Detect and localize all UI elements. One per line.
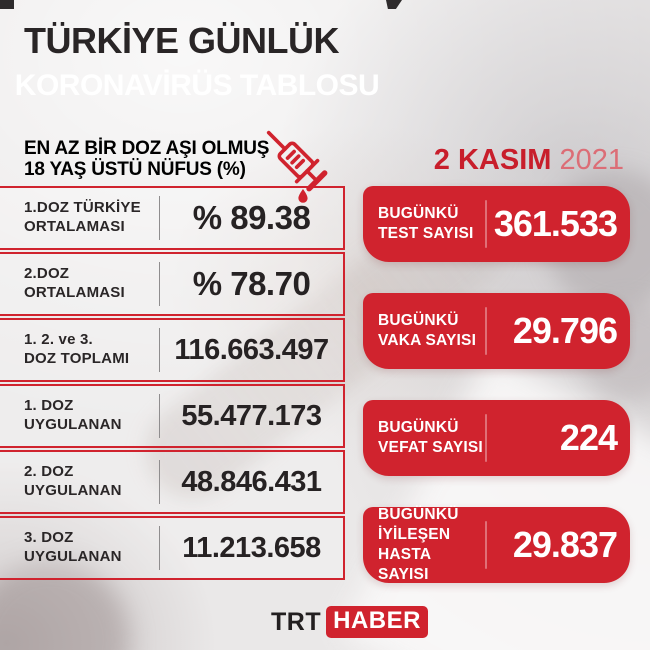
row-value: % 89.38 — [192, 199, 311, 236]
background-vial-mark-mid — [386, 0, 402, 9]
row-value: 48.846.431 — [181, 465, 322, 498]
page-title-line1: TÜRKİYE GÜNLÜK — [24, 20, 340, 61]
date-year: 2021 — [559, 144, 624, 176]
column-divider — [159, 525, 160, 571]
badge-divider — [485, 200, 487, 248]
column-divider — [159, 195, 160, 241]
column-divider — [159, 459, 160, 505]
row-label: 1. 2. ve 3. DOZ TOPLAMI — [24, 331, 130, 367]
table-row: 1. DOZ UYGULANAN 55.477.173 — [0, 384, 345, 448]
syringe-icon — [252, 116, 344, 213]
logo-haber-badge: HABER — [326, 606, 428, 638]
stat-value: 361.533 — [493, 203, 618, 244]
row-label: 3. DOZ UYGULANAN — [24, 529, 122, 565]
table-row: 2.DOZ ORTALAMASI % 78.70 — [0, 252, 345, 316]
stat-value: 224 — [559, 417, 618, 458]
row-label: 1.DOZ TÜRKİYE ORTALAMASI — [24, 199, 141, 235]
vaccination-table: 1.DOZ TÜRKİYE ORTALAMASI % 89.38 2.DOZ O… — [0, 186, 345, 582]
stat-label: BUGÜNKÜ VEFAT SAYISI — [378, 419, 483, 456]
column-divider — [159, 327, 160, 373]
stat-badge-vefat: BUGÜNKÜ VEFAT SAYISI 224 — [363, 400, 630, 476]
daily-stats-list: BUGÜNKÜ TEST SAYISI 361.533 BUGÜNKÜ VAKA… — [363, 186, 630, 583]
row-label: 2.DOZ ORTALAMASI — [24, 265, 125, 301]
stat-value: 29.796 — [512, 310, 618, 351]
table-row: 1. 2. ve 3. DOZ TOPLAMI 116.663.497 — [0, 318, 345, 382]
trt-haber-logo: TRT HABER — [271, 606, 428, 638]
vaccination-heading: EN AZ BİR DOZ AŞI OLMUŞ 18 YAŞ ÜSTÜ NÜFU… — [24, 138, 270, 180]
row-value: 55.477.173 — [181, 399, 322, 432]
stat-value: 29.837 — [512, 524, 618, 565]
row-label: 1. DOZ UYGULANAN — [24, 397, 122, 433]
table-row: 2. DOZ UYGULANAN 48.846.431 — [0, 450, 345, 514]
stat-label: BUGÜNKÜ TEST SAYISI — [378, 205, 474, 242]
table-row: 1.DOZ TÜRKİYE ORTALAMASI % 89.38 — [0, 186, 345, 250]
blood-drop-icon — [298, 189, 308, 208]
row-value: % 78.70 — [192, 265, 311, 302]
report-date: 2 KASIM 2021 — [434, 144, 624, 177]
badge-divider — [485, 307, 487, 355]
date-day-month: 2 KASIM — [433, 144, 560, 176]
stat-badge-test: BUGÜNKÜ TEST SAYISI 361.533 — [363, 186, 630, 262]
row-value: 116.663.497 — [174, 333, 329, 366]
row-value: 11.213.658 — [182, 531, 321, 564]
logo-trt-text: TRT — [271, 607, 322, 636]
column-divider — [159, 261, 160, 307]
background-vial-mark-left — [0, 0, 14, 9]
stat-label: BUGÜNKÜ VAKA SAYISI — [378, 312, 477, 349]
page-title-line2: KORONAVİRÜS TABLOSU — [14, 68, 380, 102]
page-title-banner: KORONAVİRÜS TABLOSU — [13, 65, 381, 106]
table-row: 3. DOZ UYGULANAN 11.213.658 — [0, 516, 345, 580]
stat-label: BUGÜNKÜ İYİLEŞEN HASTA SAYISI — [378, 506, 459, 583]
column-divider — [159, 393, 160, 439]
stat-badge-vaka: BUGÜNKÜ VAKA SAYISI 29.796 — [363, 293, 630, 369]
row-label: 2. DOZ UYGULANAN — [24, 463, 122, 499]
stat-badge-iyilesen: BUGÜNKÜ İYİLEŞEN HASTA SAYISI 29.837 — [363, 506, 630, 583]
